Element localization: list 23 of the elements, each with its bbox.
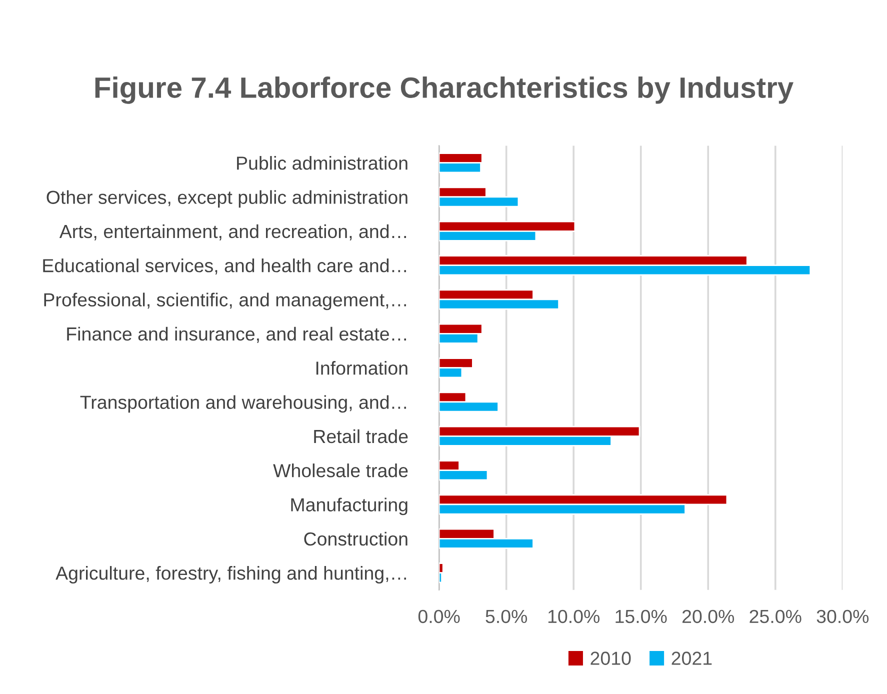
y-tick-label: Information: [316, 361, 408, 375]
legend-label: 2010: [590, 652, 631, 665]
x-tick-label: 25.0%: [750, 610, 802, 624]
x-tick-label: 20.0%: [682, 610, 734, 624]
y-tick-label: Wholesale trade: [273, 464, 408, 478]
y-tick-label: Other services, except public administration: [46, 190, 408, 208]
x-tick-label: 5.0%: [486, 610, 528, 624]
y-tick-label: Retail trade: [314, 429, 408, 444]
y-tick-label: Educational services, and health care and…: [43, 258, 406, 275]
x-tick-label: 10.0%: [548, 610, 600, 624]
x-tick-label: 30.0%: [816, 610, 869, 624]
y-tick-label: Agriculture, forestry, fishing and hunting,…: [56, 566, 406, 584]
chart-title: Figure 7.4 Laborforce Charachteristics by Industry: [95, 76, 794, 104]
y-tick-label: Arts, entertainment, and recreation, and…: [59, 224, 406, 240]
y-tick-label: Professional, scientific, and management,…: [44, 292, 406, 310]
x-tick-label: 15.0%: [616, 610, 667, 624]
y-tick-label: Finance and insurance, and real estate…: [67, 326, 406, 343]
y-tick-label: Public administration: [237, 156, 408, 170]
x-tick-label: 0.0%: [418, 610, 460, 624]
y-tick-label: Construction: [304, 532, 408, 546]
y-tick-label: Manufacturing: [291, 498, 408, 516]
y-tick-label: Transportation and warehousing, and…: [80, 395, 406, 413]
legend-label: 2021: [672, 652, 712, 665]
